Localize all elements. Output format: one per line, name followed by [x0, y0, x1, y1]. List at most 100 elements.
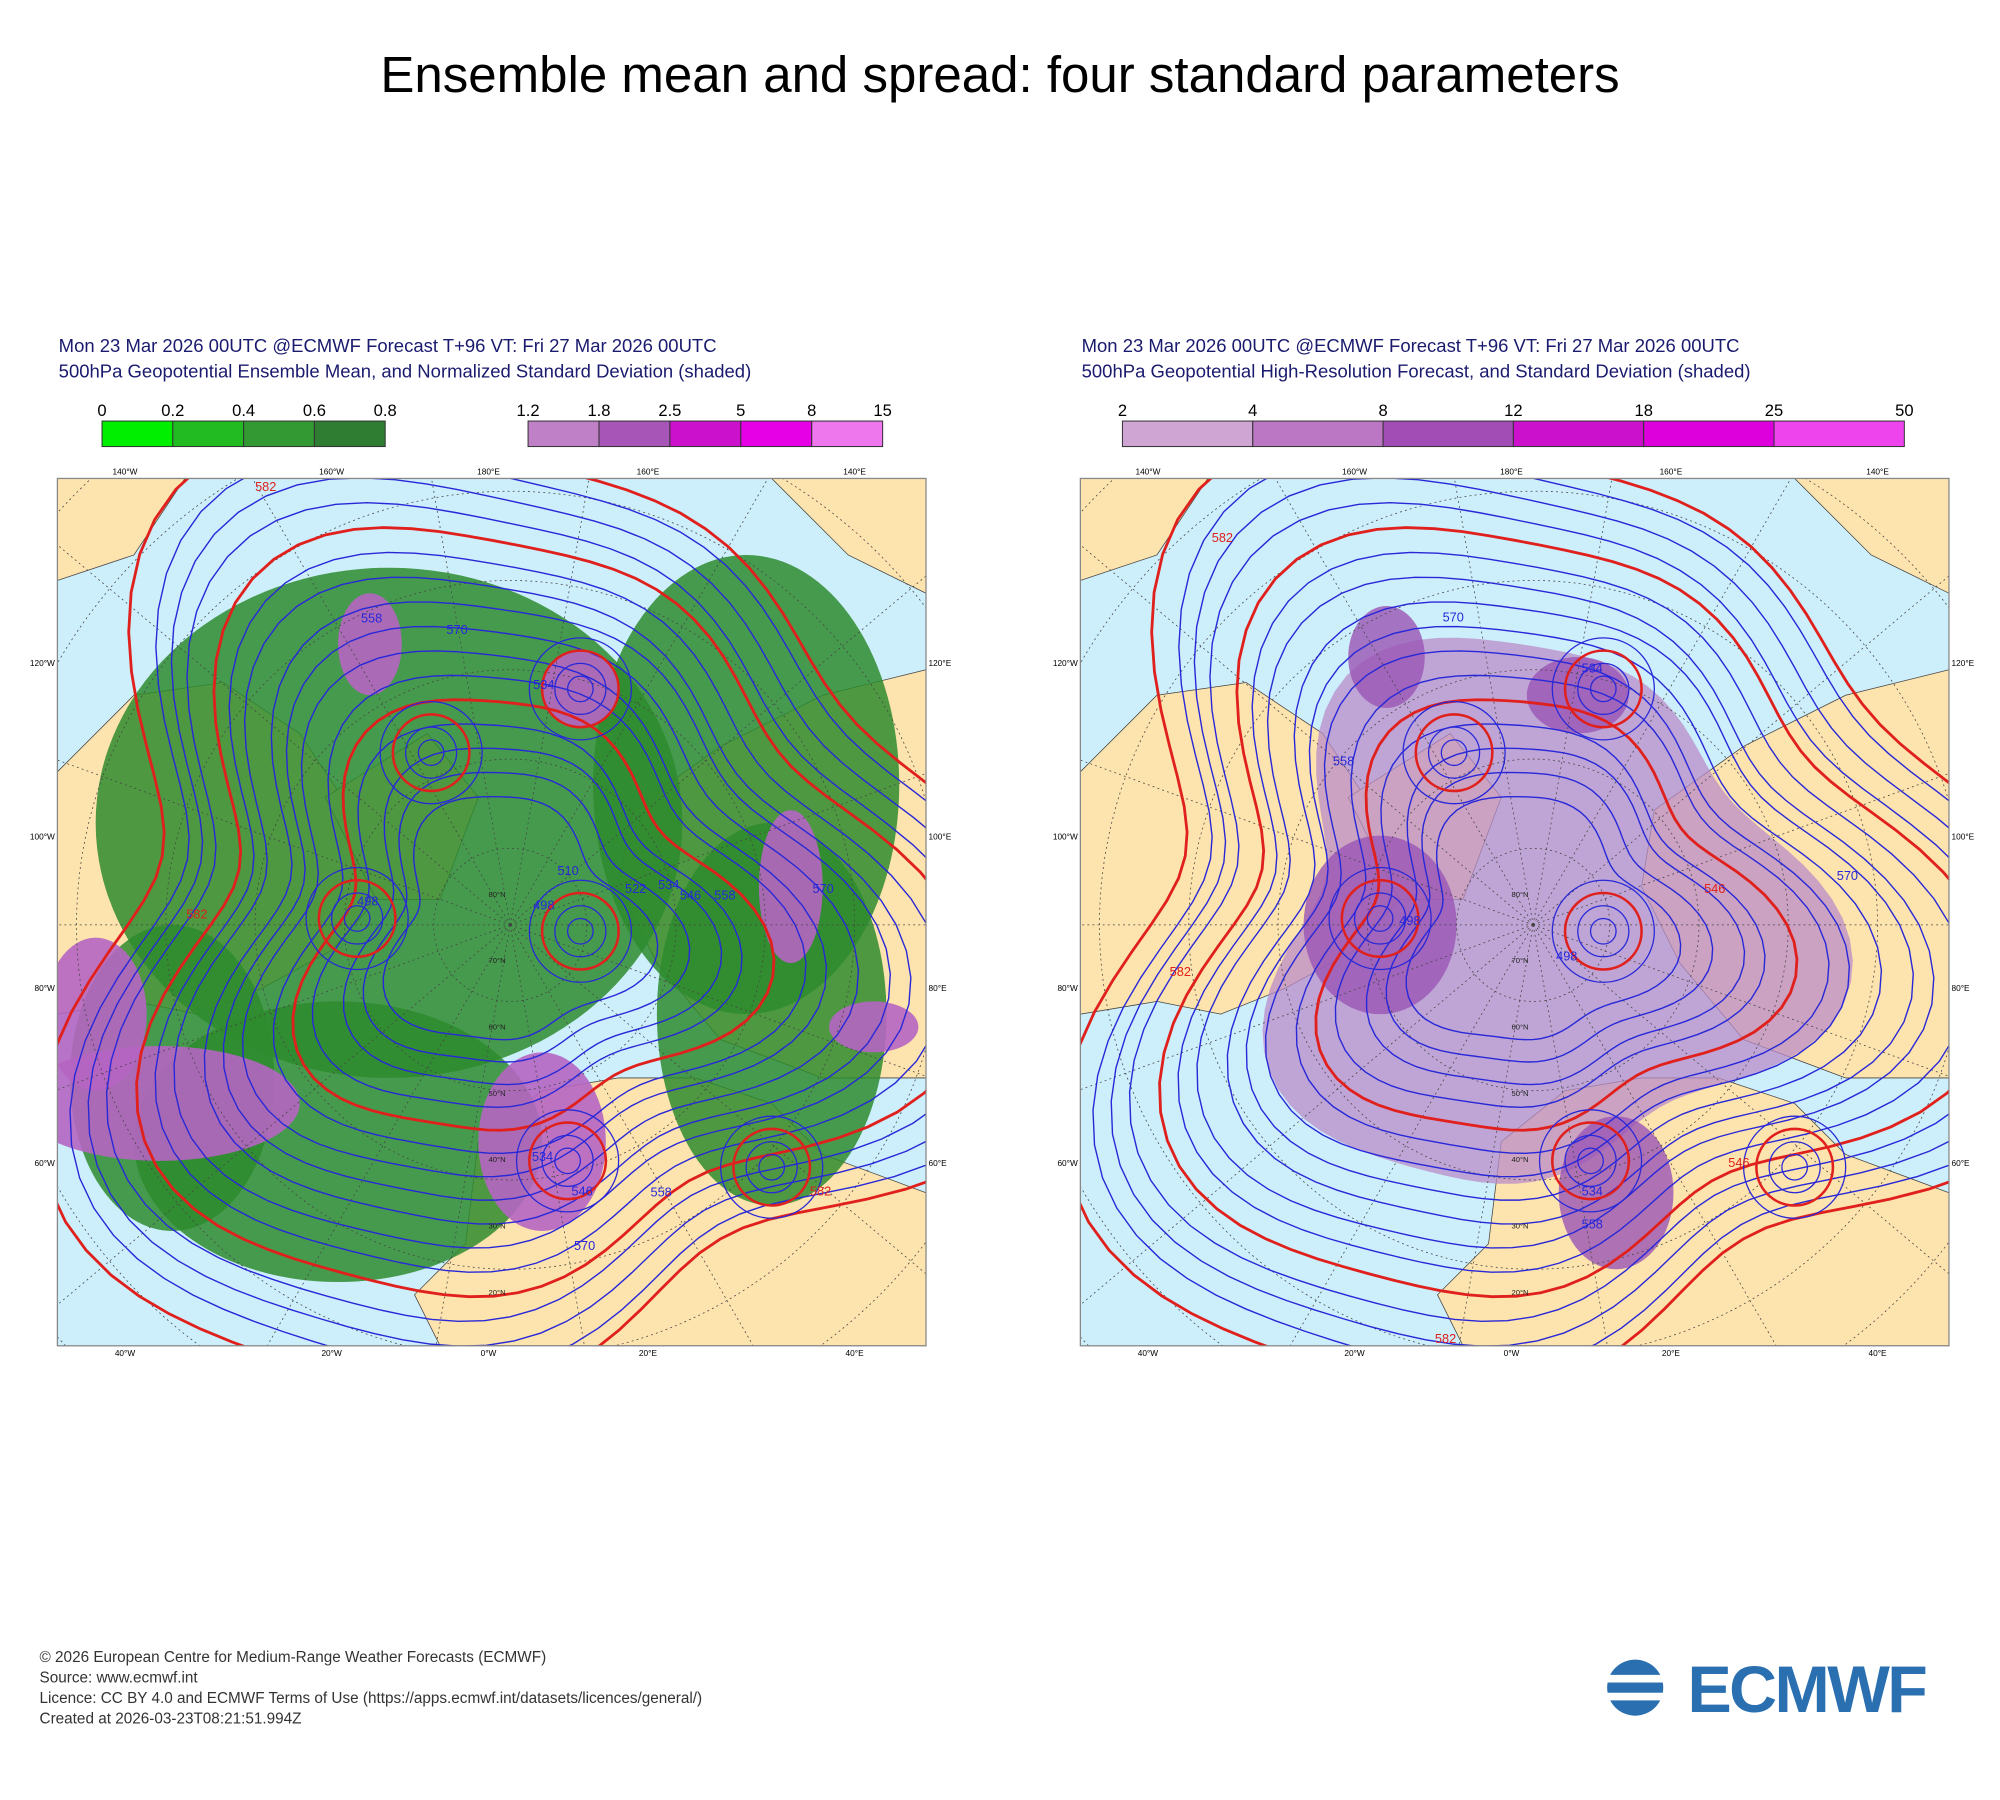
contour-label: 510: [557, 863, 578, 878]
latitude-label: 20°N: [489, 1288, 506, 1297]
contour-label: 522: [625, 881, 646, 896]
geopotential-contour: [720, 1115, 824, 1219]
lon-label-right: 120°E: [1952, 658, 1975, 668]
lon-label-top: 140°W: [113, 467, 138, 477]
geopotential-contour: [515, 1109, 620, 1213]
latitude-circle: [344, 758, 677, 1092]
meridian: [1532, 575, 1949, 926]
meridian: [1533, 924, 1949, 1077]
colorbar-label: 0.4: [232, 401, 255, 420]
geopotential-contour: [382, 795, 659, 1041]
colorbar-swatch: [1382, 420, 1514, 448]
latitude-circle: [1188, 580, 1878, 1270]
colorbar-swatch: [313, 420, 386, 448]
geopotential-contour: [1538, 1109, 1643, 1213]
latitude-label: 50°N: [489, 1089, 506, 1098]
geopotential-contour: [732, 1127, 812, 1207]
colorbar-label: 8: [1378, 401, 1387, 420]
lon-label-right: 120°E: [929, 658, 952, 668]
land: [1794, 478, 1949, 594]
contour-label: 558: [1582, 1216, 1603, 1231]
geopotential-contour: [1563, 649, 1643, 729]
geopotential-contour: [1577, 1147, 1604, 1175]
contour-label: 534: [658, 877, 679, 892]
contour-label: 558: [714, 887, 735, 902]
colorbar-swatch: [811, 420, 884, 448]
contour-label: 534: [532, 1149, 553, 1164]
geopotential-contour: [566, 917, 594, 945]
page-title: Ensemble mean and spread: four standard …: [380, 46, 1619, 103]
spread-shading: [829, 1001, 919, 1053]
geopotential-contour: [528, 879, 633, 983]
contour-label: 546: [571, 1183, 592, 1198]
geopotential-contour: [566, 675, 594, 703]
meridian: [1532, 924, 1608, 1346]
colorbar-swatch: [172, 420, 245, 448]
geopotential-contour: [311, 723, 743, 1108]
geopotential-contour: [1314, 698, 1799, 1132]
contour-label: 534: [1582, 1183, 1603, 1198]
footer-line: Created at 2026-03-23T08:21:51.994Z: [40, 1710, 302, 1727]
lon-label-bottom: 40°W: [115, 1348, 136, 1358]
lon-label-top: 140°E: [843, 467, 866, 477]
lon-label-left: 120°W: [30, 658, 55, 668]
footer-line: © 2026 European Centre for Medium-Range …: [40, 1649, 547, 1666]
land: [57, 478, 186, 581]
geopotential-contour: [330, 892, 384, 945]
meridian: [1080, 759, 1534, 926]
geopotential-contour: [1402, 701, 1506, 805]
latitude-circle: [165, 580, 855, 1270]
map: 570 534 558 498 498 546 570 558 534 582 582 582 546 2…: [1080, 478, 1949, 1346]
geopotential-contour: [1577, 905, 1630, 958]
lon-label-bottom: 40°W: [1138, 1348, 1159, 1358]
footer-line: Licence: CC BY 4.0 and ECMWF Terms of Us…: [40, 1690, 703, 1707]
meridian: [57, 924, 511, 1091]
lon-label-left: 100°W: [1053, 831, 1078, 841]
geopotential-contour: [1440, 739, 1468, 767]
colorbar-label: 1.8: [587, 401, 610, 420]
latitude-label: 60°N: [489, 1022, 506, 1031]
geopotential-contour: [1563, 891, 1643, 971]
meridian: [57, 924, 511, 1306]
geopotential-contour: [1110, 478, 1949, 1346]
geopotential-contour: [391, 713, 471, 793]
lon-label-left: 60°W: [1057, 1158, 1078, 1168]
contour-label: 498: [1399, 913, 1420, 928]
lon-label-top: 140°E: [1866, 467, 1889, 477]
latitude-label: 70°N: [1511, 956, 1528, 965]
lon-label-bottom: 40°E: [1869, 1348, 1888, 1358]
latitude-label: 30°N: [1511, 1221, 1528, 1230]
geopotential-contour: [1589, 917, 1617, 945]
latitude-label: 30°N: [489, 1221, 506, 1230]
lon-label-top: 160°W: [319, 467, 344, 477]
geopotential-contour: [87, 478, 927, 1346]
lon-label-left: 60°W: [35, 1158, 56, 1168]
geopotential-contour: [305, 866, 409, 971]
lon-label-top: 140°W: [1135, 467, 1160, 477]
geopotential-contour: [317, 878, 397, 959]
contour-label: 582: [1435, 1331, 1456, 1346]
geopotential-contour: [1427, 726, 1481, 779]
geopotential-contour: [745, 1141, 798, 1194]
geopotential-contour: [1589, 675, 1617, 703]
meridian: [435, 924, 511, 1346]
land: [771, 478, 927, 594]
spread-shading: [1348, 605, 1425, 709]
lon-label-right: 100°E: [1952, 831, 1975, 841]
contour-label: 582: [1212, 530, 1233, 545]
footer-line: Source: www.ecmwf.int: [40, 1670, 199, 1687]
geopotential-contour: [554, 662, 607, 716]
geopotential-contour: [528, 1121, 608, 1201]
geopotential-contour: [1551, 637, 1655, 741]
contour-label: 558: [1333, 753, 1354, 768]
geopotential-contour: [222, 625, 860, 1201]
latitude-label: 20°N: [1511, 1288, 1528, 1297]
meridian: [1080, 924, 1534, 1306]
meridian: [1274, 478, 1534, 926]
latitude-label: 80°N: [489, 890, 506, 899]
geopotential-contour: [69, 478, 927, 1346]
colorbar-label: 2.5: [658, 401, 681, 420]
colorbar-swatch: [740, 420, 813, 448]
geopotential-contour: [1080, 478, 1949, 1346]
